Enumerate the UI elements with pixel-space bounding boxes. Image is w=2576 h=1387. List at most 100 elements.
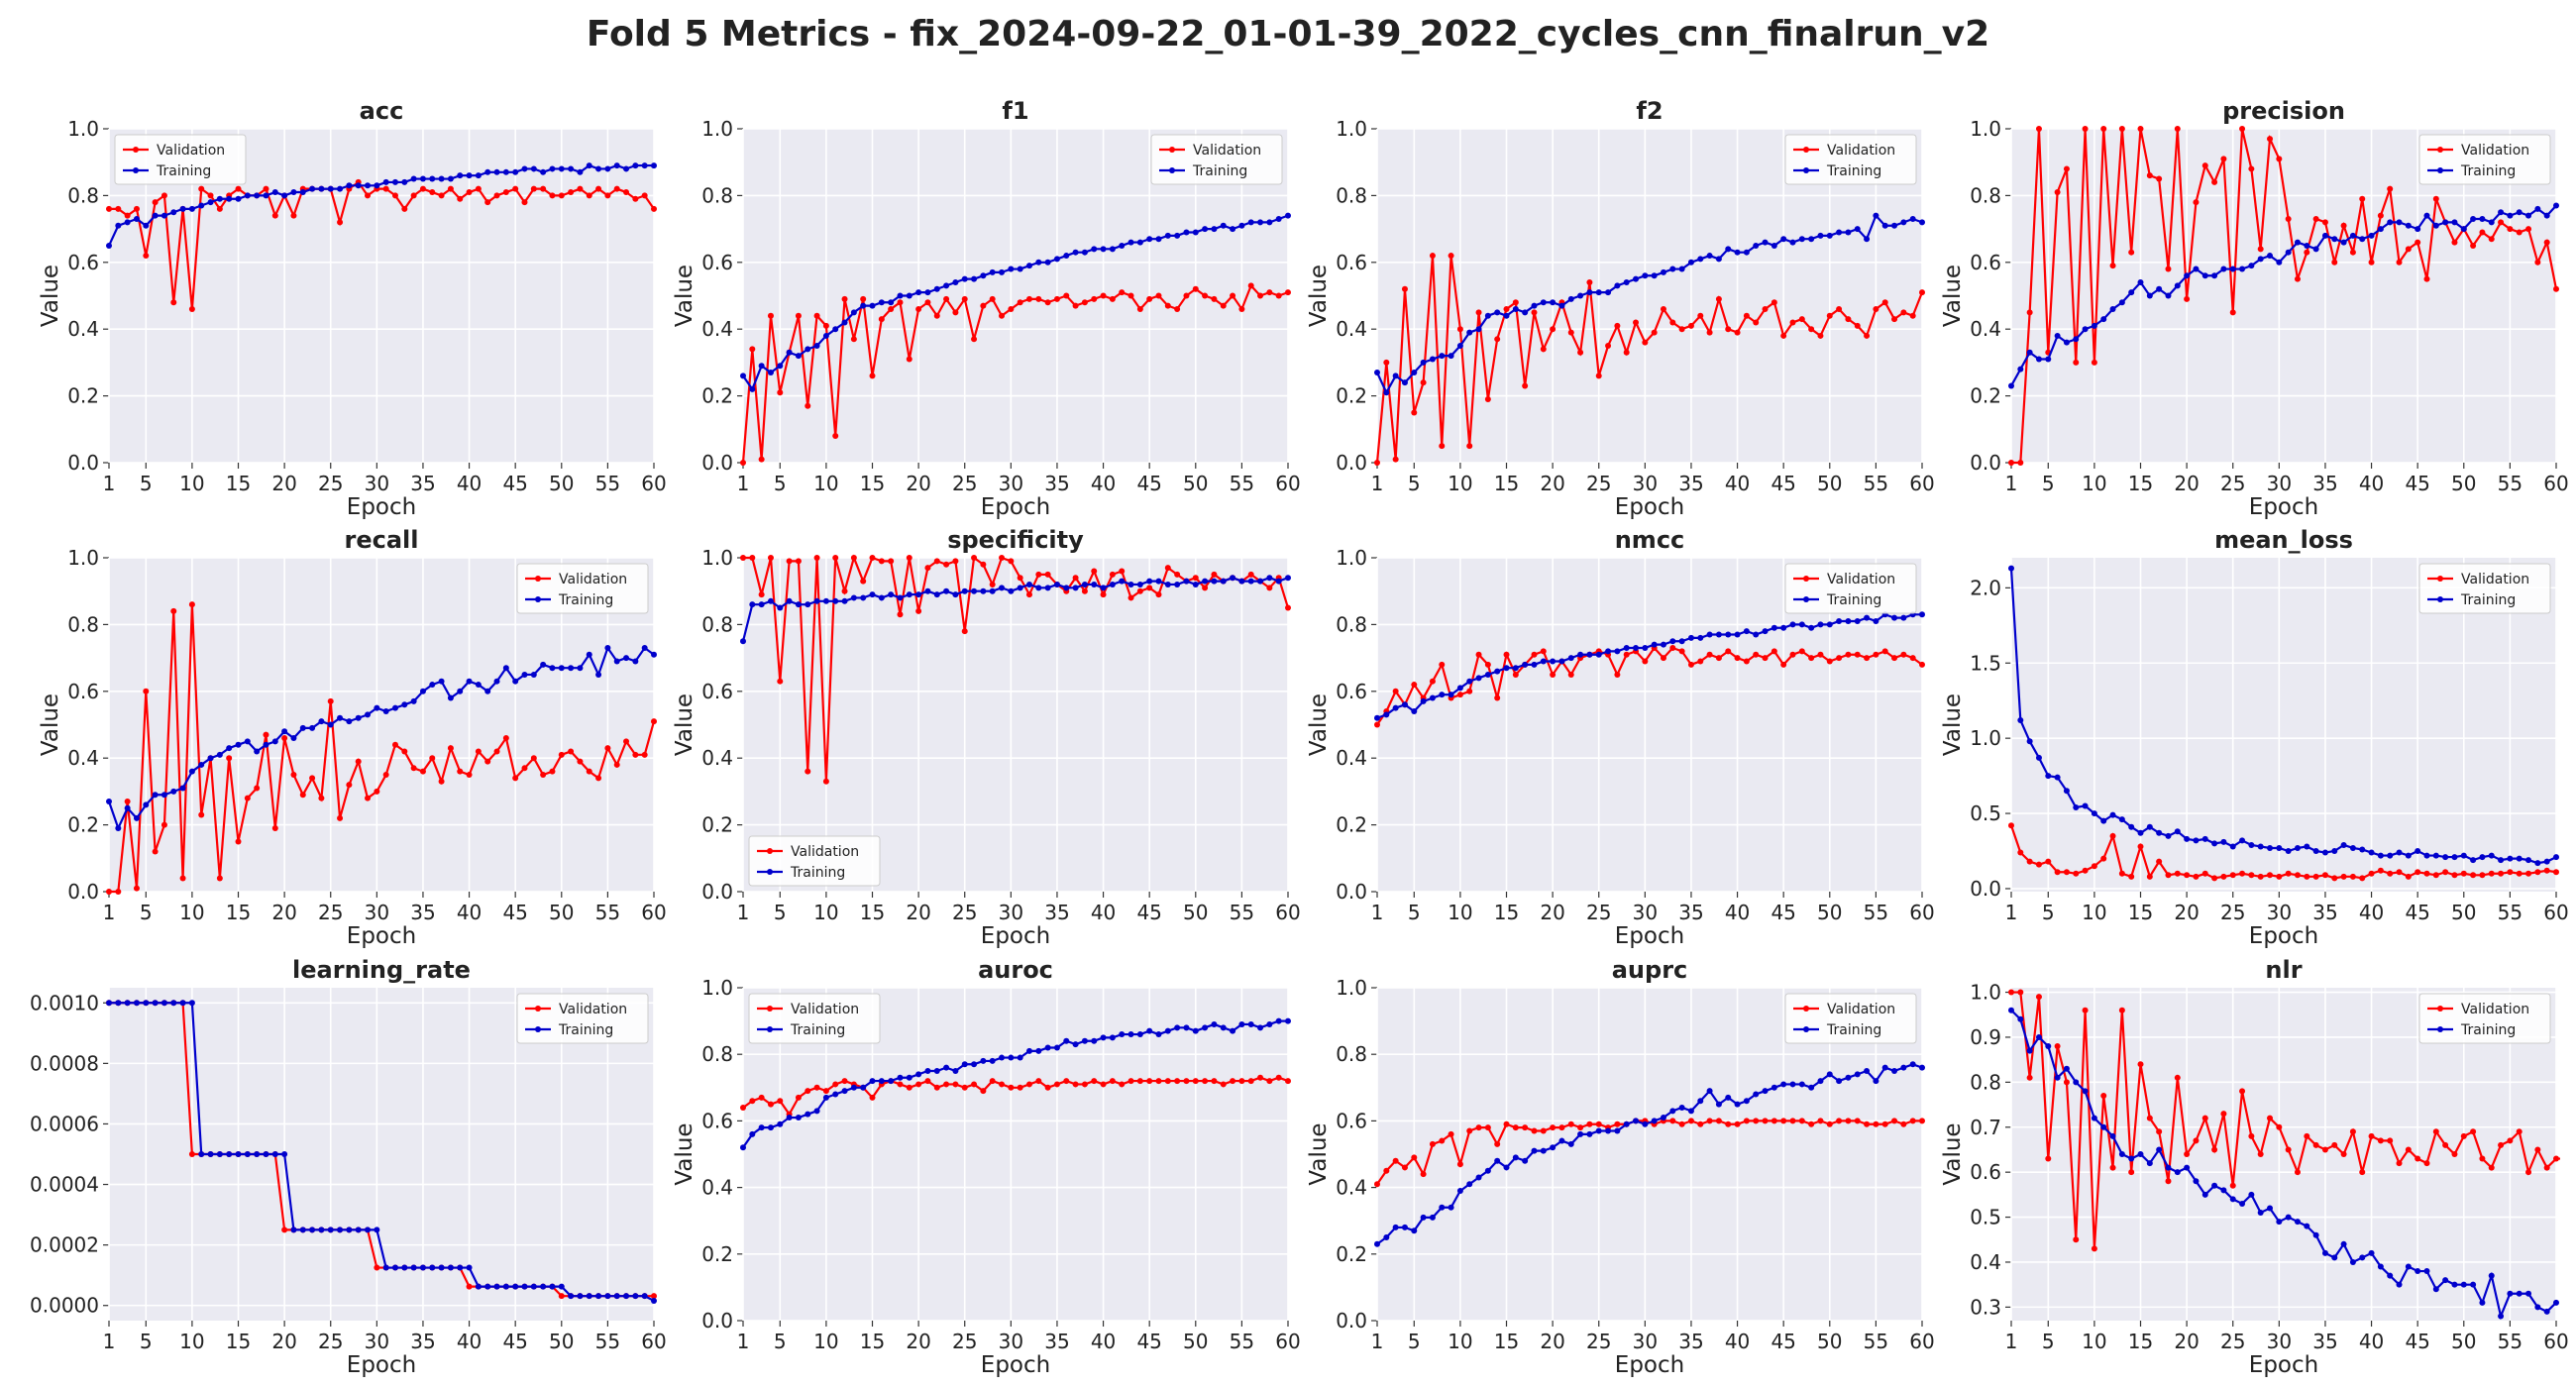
data-point bbox=[1238, 1078, 1245, 1085]
data-point bbox=[767, 1101, 774, 1108]
data-point bbox=[860, 295, 867, 302]
x-tick-label: 45 bbox=[1136, 472, 1161, 495]
data-point bbox=[632, 658, 639, 665]
data-point bbox=[758, 363, 765, 370]
data-point bbox=[1715, 655, 1722, 662]
data-point bbox=[2349, 873, 2356, 880]
data-point bbox=[2063, 339, 2070, 346]
data-point bbox=[1817, 1078, 1824, 1085]
data-point bbox=[2054, 1043, 2061, 1050]
data-point bbox=[1127, 292, 1134, 299]
data-point bbox=[1531, 309, 1538, 316]
data-point bbox=[235, 1151, 242, 1157]
data-point bbox=[447, 175, 454, 182]
data-point bbox=[2415, 869, 2421, 876]
data-point bbox=[2045, 858, 2052, 865]
data-point bbox=[271, 824, 278, 831]
subplot-nlr: 0.30.40.50.60.70.80.91.01 5 10 15 20 25 30 35 40… bbox=[1940, 956, 2569, 1378]
subplot-title: recall bbox=[345, 526, 419, 554]
subplot-specificity: 0.00.20.40.60.81.01 5 10 15 20 25 30 35 40 45 50 55… bbox=[672, 526, 1301, 949]
data-point bbox=[2543, 1164, 2550, 1171]
legend-marker bbox=[767, 1006, 773, 1012]
data-point bbox=[226, 195, 233, 202]
data-point bbox=[2460, 226, 2467, 233]
data-point bbox=[1706, 253, 1713, 260]
data-point bbox=[2516, 1290, 2522, 1297]
data-point bbox=[484, 688, 491, 694]
data-point bbox=[1017, 299, 1023, 306]
data-point bbox=[2091, 322, 2097, 329]
data-point bbox=[2304, 242, 2310, 249]
data-point bbox=[2276, 1219, 2283, 1226]
data-point bbox=[1081, 1081, 1088, 1088]
data-point bbox=[2137, 1151, 2144, 1157]
x-axis-label: Epoch bbox=[347, 1352, 416, 1378]
data-point bbox=[906, 356, 912, 363]
data-point bbox=[933, 312, 940, 319]
x-tick-label: 15 bbox=[1494, 472, 1519, 495]
data-point bbox=[1623, 1120, 1630, 1127]
data-point bbox=[1211, 1020, 1218, 1027]
data-point bbox=[2377, 1263, 2384, 1270]
data-point bbox=[143, 1000, 150, 1007]
data-point bbox=[767, 370, 774, 376]
y-tick-label: 0.0002 bbox=[30, 1233, 99, 1257]
x-tick-label: 30 bbox=[2267, 1330, 2292, 1353]
x-tick-label: 35 bbox=[2312, 901, 2337, 924]
data-point bbox=[888, 558, 895, 565]
data-point bbox=[2220, 1111, 2227, 1118]
data-point bbox=[2451, 854, 2458, 861]
data-point bbox=[1771, 648, 1777, 655]
data-point bbox=[1891, 1068, 1898, 1074]
series-training bbox=[2008, 202, 2559, 389]
data-point bbox=[198, 811, 205, 818]
data-point bbox=[2267, 844, 2274, 851]
data-point bbox=[216, 205, 223, 212]
data-point bbox=[1285, 1017, 1291, 1024]
data-point bbox=[568, 189, 575, 196]
data-point bbox=[2201, 870, 2208, 877]
data-point bbox=[2415, 848, 2421, 855]
data-point bbox=[502, 189, 509, 196]
data-point bbox=[1503, 1164, 1510, 1171]
data-point bbox=[337, 185, 344, 192]
x-tick-label: 40 bbox=[1091, 472, 1116, 495]
data-point bbox=[2423, 212, 2430, 219]
data-point bbox=[281, 728, 288, 735]
data-point bbox=[410, 697, 417, 704]
data-point bbox=[632, 751, 639, 758]
data-point bbox=[595, 1293, 602, 1300]
data-point bbox=[1743, 628, 1750, 635]
data-point bbox=[2498, 219, 2505, 226]
y-tick-label: 0.0004 bbox=[30, 1173, 99, 1197]
y-tick-label: 0.8 bbox=[67, 612, 99, 636]
data-point bbox=[1247, 1078, 1254, 1085]
data-point bbox=[1919, 1064, 1925, 1071]
data-point bbox=[512, 168, 519, 175]
data-point bbox=[2165, 1164, 2172, 1171]
data-point bbox=[1817, 1118, 1824, 1124]
data-point bbox=[1550, 299, 1556, 306]
legend-marker bbox=[133, 147, 139, 153]
series-validation bbox=[2008, 822, 2559, 882]
data-point bbox=[106, 1000, 112, 1007]
data-point bbox=[1081, 587, 1088, 594]
data-point bbox=[971, 555, 978, 561]
data-point bbox=[832, 597, 839, 604]
data-point bbox=[2229, 872, 2236, 879]
data-point bbox=[1854, 651, 1861, 658]
data-point bbox=[1183, 229, 1190, 236]
data-point bbox=[1257, 578, 1264, 585]
data-point bbox=[1873, 305, 1879, 312]
x-tick-label: 10 bbox=[813, 472, 838, 495]
legend-label: Training bbox=[790, 1022, 845, 1038]
data-point bbox=[429, 755, 436, 762]
data-point bbox=[1484, 395, 1491, 402]
data-point bbox=[641, 1293, 648, 1300]
data-point bbox=[860, 594, 867, 601]
data-point bbox=[1192, 1027, 1199, 1034]
data-point bbox=[888, 305, 895, 312]
data-point bbox=[502, 734, 509, 741]
